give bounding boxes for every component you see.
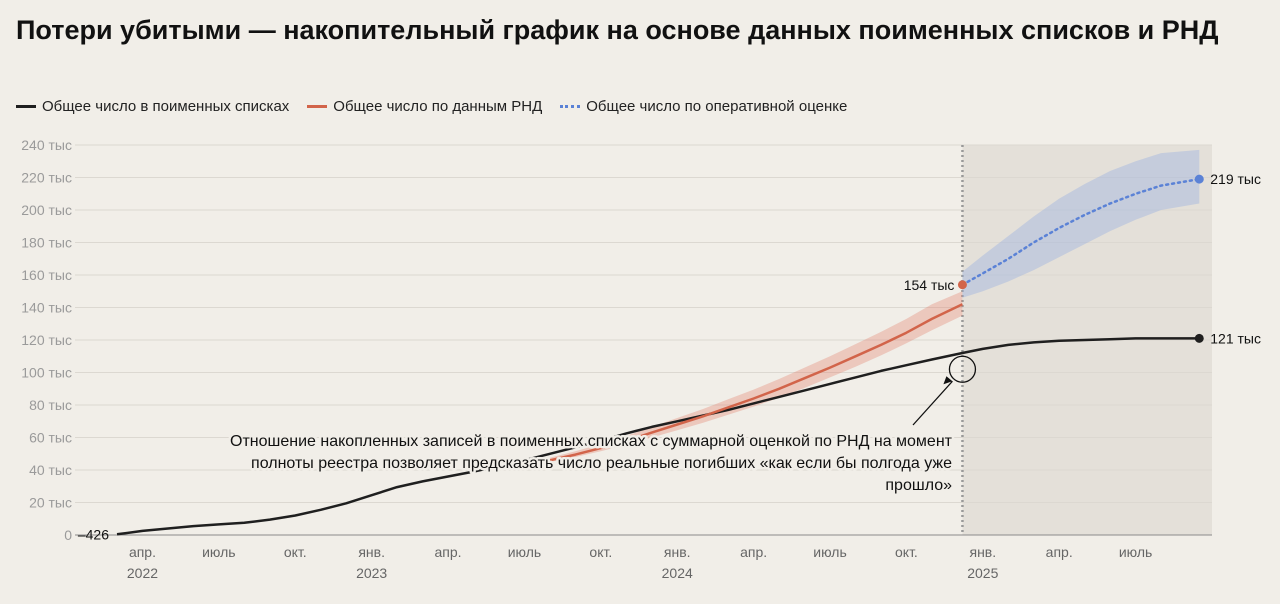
x-tick-label-9: июль: [813, 544, 846, 560]
x-tick-label-5: июль: [508, 544, 541, 560]
y-tick-label-0: 0: [64, 527, 72, 543]
end-label-2: 154 тыс: [904, 277, 955, 293]
x-tick-label-8: апр.: [740, 544, 767, 560]
x-tick-label-13: июль: [1119, 544, 1152, 560]
y-tick-label-7: 140 тыс: [21, 300, 72, 316]
x-tick-year-11: 2025: [967, 565, 998, 581]
y-tick-label-9: 180 тыс: [21, 235, 72, 251]
x-tick-label-0: апр.: [129, 544, 156, 560]
legend-label-1: Общее число по данным РНД: [333, 98, 543, 115]
legend-item-0: Общее число в поименных списках: [16, 98, 289, 115]
end-point-1: [1194, 333, 1204, 343]
y-tick-label-8: 160 тыс: [21, 267, 72, 283]
y-tick-label-10: 200 тыс: [21, 202, 72, 218]
annotation-line-2: прошло»: [885, 477, 952, 494]
legend-item-1: Общее число по данным РНД: [307, 98, 542, 115]
y-tick-label-12: 240 тыс: [21, 137, 72, 153]
end-label-3: –426: [78, 526, 109, 542]
x-tick-label-6: окт.: [589, 544, 612, 560]
annotation-arrow: [912, 380, 953, 426]
y-tick-label-5: 100 тыс: [21, 365, 72, 381]
series-line-0: [116, 337, 1200, 536]
x-tick-label-2: окт.: [284, 544, 307, 560]
y-tick-label-11: 220 тыс: [21, 170, 72, 186]
x-tick-year-7: 2024: [662, 565, 693, 581]
x-tick-label-1: июль: [202, 544, 235, 560]
x-tick-label-7: янв.: [664, 544, 691, 560]
y-tick-label-4: 80 тыс: [29, 397, 72, 413]
y-tick-label-1: 20 тыс: [29, 495, 72, 511]
annotation-arrowhead: [943, 376, 953, 385]
legend: Общее число в поименных списках Общее чис…: [16, 98, 847, 115]
series-band-2: [962, 149, 1200, 298]
x-tick-label-3: янв.: [358, 544, 385, 560]
x-tick-year-3: 2023: [356, 565, 387, 581]
annotation-line-1: полноты реестра позволяет предсказать чи…: [251, 455, 952, 472]
x-tick-year-0: 2022: [127, 565, 158, 581]
legend-swatch-0: [16, 105, 36, 108]
series-line-1: [549, 303, 963, 462]
annotation-line-0: Отношение накопленных записей в поименны…: [230, 433, 953, 450]
legend-item-2: Общее число по оперативной оценке: [560, 98, 847, 115]
x-tick-label-10: окт.: [895, 544, 918, 560]
legend-label-0: Общее число в поименных списках: [42, 98, 290, 115]
legend-swatch-2: [560, 105, 581, 108]
end-point-0: [1194, 174, 1204, 184]
y-tick-label-3: 60 тыс: [29, 430, 72, 446]
annotation-circle: [948, 355, 977, 383]
legend-label-2: Общее число по оперативной оценке: [586, 98, 848, 115]
x-tick-label-4: апр.: [435, 544, 462, 560]
x-tick-label-11: янв.: [969, 544, 996, 560]
x-tick-label-12: апр.: [1046, 544, 1073, 560]
end-label-1: 121 тыс: [1210, 330, 1261, 346]
series-line-2: [961, 177, 1201, 287]
end-label-0: 219 тыс: [1210, 171, 1261, 187]
y-tick-label-6: 120 тыс: [21, 332, 72, 348]
chart-title: Потери убитыми — накопительный график на…: [16, 15, 1219, 45]
legend-swatch-1: [307, 105, 328, 108]
y-tick-label-2: 40 тыс: [29, 462, 72, 478]
end-point-2: [957, 280, 967, 290]
